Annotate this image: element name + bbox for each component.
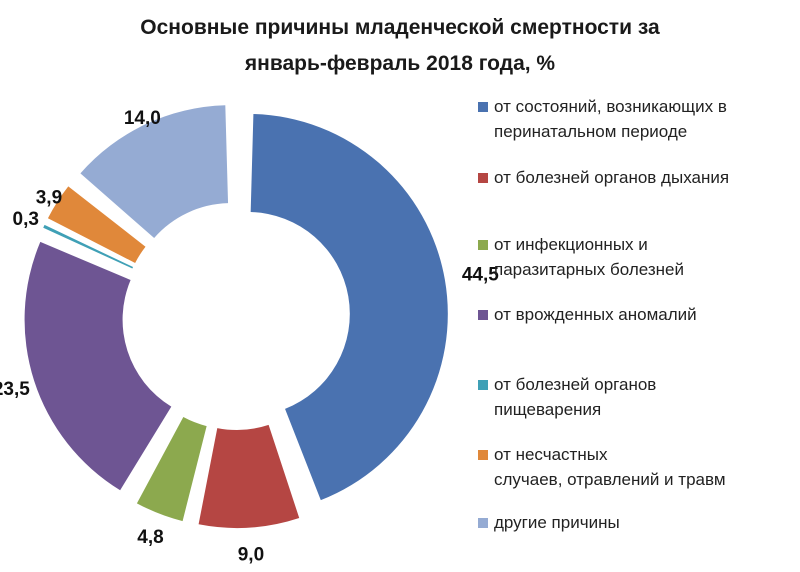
- data-label-respiratory: 9,0: [238, 545, 264, 566]
- legend-label-infectious-line-2: паразитарных болезней: [494, 260, 684, 279]
- slice-respiratory: [198, 424, 300, 528]
- legend-swatch-other: [478, 518, 488, 528]
- chart-title: Основные причины младенческой смертности…: [60, 10, 740, 82]
- legend-label-perinatal-line-2: перинатальном периоде: [494, 122, 688, 141]
- legend-label-congenital-line-1: от врожденных аномалий: [494, 305, 697, 324]
- chart-title-line-2: январь-февраль 2018 года, %: [244, 52, 556, 75]
- slice-other: [80, 105, 229, 238]
- data-label-perinatal: 44,5: [462, 264, 499, 285]
- slice-digestive: [43, 224, 134, 269]
- legend-item-other: другие причины: [478, 510, 793, 535]
- legend-swatch-respiratory: [478, 173, 488, 183]
- legend-swatch-infectious: [478, 240, 488, 250]
- data-label-infectious: 4,8: [137, 527, 163, 548]
- legend-item-perinatal: от состояний, возникающих в перинатально…: [478, 94, 793, 144]
- data-label-congenital: 23,5: [0, 379, 30, 400]
- legend-item-digestive: от болезней органов пищеварения: [478, 372, 793, 422]
- legend-swatch-perinatal: [478, 102, 488, 112]
- legend-swatch-accidents: [478, 450, 488, 460]
- slice-accidents: [47, 186, 146, 263]
- slice-infectious: [136, 417, 207, 522]
- legend-swatch-congenital: [478, 310, 488, 320]
- data-labels: 44,5 9,0 4,8 23,5 0,33,9 14,0: [0, 108, 499, 566]
- legend-label-accidents-line-1: от несчастных: [494, 445, 608, 464]
- legend-label-perinatal-line-1: от состояний, возникающих в: [494, 97, 727, 116]
- donut-slices: [24, 105, 448, 528]
- legend-label-digestive-line-1: от болезней органов: [494, 375, 657, 394]
- data-label-digestive: 0,3: [13, 209, 39, 230]
- slice-perinatal: [250, 114, 448, 501]
- legend-label-accidents-line-2: случаев, отравлений и травм: [494, 470, 726, 489]
- legend-item-congenital: от врожденных аномалий: [478, 302, 793, 327]
- chart-title-line-1: Основные причины младенческой смертности…: [140, 16, 660, 39]
- data-label-other: 14,0: [124, 108, 161, 129]
- legend-item-infectious: от инфекционных и паразитарных болезней: [478, 232, 793, 282]
- legend-label-digestive-line-2: пищеварения: [494, 400, 602, 419]
- legend-label-infectious-line-1: от инфекционных и: [494, 235, 648, 254]
- legend-item-respiratory: от болезней органов дыхания: [478, 165, 793, 190]
- legend-label-other-line-1: другие причины: [494, 513, 620, 532]
- slice-congenital: [24, 241, 172, 491]
- data-label-accidents: 3,9: [36, 187, 62, 208]
- legend-swatch-digestive: [478, 380, 488, 390]
- legend-label-respiratory-line-1: от болезней органов дыхания: [494, 168, 730, 187]
- legend-item-accidents: от несчастных случаев, отравлений и трав…: [478, 442, 793, 492]
